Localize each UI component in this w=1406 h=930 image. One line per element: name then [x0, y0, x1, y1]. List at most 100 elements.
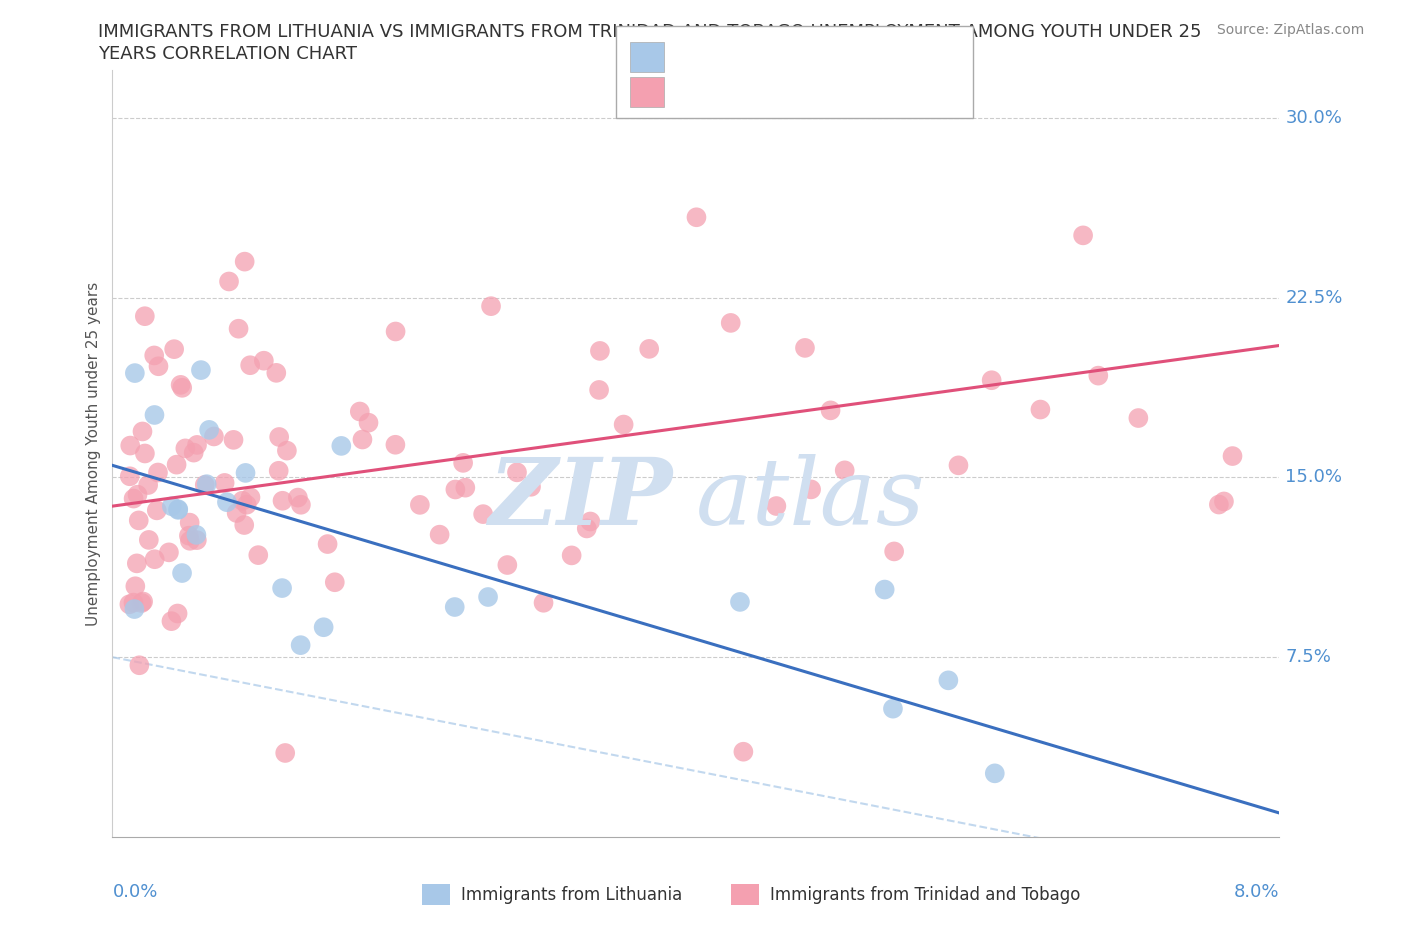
Point: [128, 513, 150, 528]
Point: [186, 527, 208, 542]
Point: [170, 565, 193, 580]
Point: [290, 498, 312, 512]
Point: [172, 380, 194, 395]
Point: [1029, 402, 1052, 417]
Point: [1087, 368, 1109, 383]
Point: [160, 498, 183, 513]
Point: [128, 658, 150, 672]
Point: [613, 418, 636, 432]
Point: [316, 537, 339, 551]
Point: [166, 606, 188, 621]
Point: [384, 324, 406, 339]
Point: [131, 595, 153, 610]
Point: [312, 619, 335, 634]
Point: [287, 490, 309, 505]
Point: [290, 638, 312, 653]
Point: [138, 533, 160, 548]
Point: [454, 480, 477, 495]
Text: atlas: atlas: [696, 455, 925, 544]
Point: [271, 493, 294, 508]
Point: [938, 673, 960, 688]
Point: [409, 498, 432, 512]
Point: [267, 463, 290, 478]
Text: R = -0.322   N =   24: R = -0.322 N = 24: [675, 47, 849, 66]
Point: [124, 365, 146, 380]
Point: [533, 595, 555, 610]
Point: [146, 465, 169, 480]
Y-axis label: Unemployment Among Youth under 25 years: Unemployment Among Youth under 25 years: [86, 281, 101, 626]
Point: [266, 365, 288, 380]
Text: R =   0.182   N = 102: R = 0.182 N = 102: [675, 83, 853, 101]
Point: [948, 458, 970, 472]
Point: [233, 254, 256, 269]
Point: [588, 382, 610, 397]
Point: [194, 477, 217, 492]
Point: [834, 463, 856, 478]
Point: [352, 432, 374, 447]
Point: [1208, 498, 1230, 512]
Point: [120, 438, 142, 453]
Point: [186, 437, 208, 452]
Point: [160, 614, 183, 629]
Point: [163, 341, 186, 356]
Text: 30.0%: 30.0%: [1285, 109, 1343, 126]
Point: [1222, 448, 1244, 463]
Point: [429, 527, 451, 542]
Point: [330, 438, 353, 453]
Point: [720, 315, 742, 330]
Point: [218, 274, 240, 289]
Text: YEARS CORRELATION CHART: YEARS CORRELATION CHART: [98, 45, 357, 62]
Point: [472, 507, 495, 522]
Point: [638, 341, 661, 356]
Point: [451, 456, 474, 471]
Point: [276, 444, 298, 458]
Point: [443, 600, 465, 615]
Point: [174, 441, 197, 456]
Point: [225, 506, 247, 521]
Point: [477, 590, 499, 604]
Point: [561, 548, 583, 563]
Point: [575, 521, 598, 536]
Point: [253, 353, 276, 368]
Point: [134, 309, 156, 324]
Point: [820, 403, 842, 418]
Point: [274, 746, 297, 761]
Point: [496, 558, 519, 573]
Point: [143, 407, 166, 422]
Point: [444, 482, 467, 497]
Text: 22.5%: 22.5%: [1285, 288, 1343, 307]
Point: [728, 594, 751, 609]
Point: [118, 597, 141, 612]
Text: 7.5%: 7.5%: [1285, 648, 1331, 666]
Point: [183, 445, 205, 460]
Point: [233, 518, 256, 533]
Point: [271, 580, 294, 595]
Point: [235, 466, 257, 481]
Point: [179, 515, 201, 530]
Point: [118, 469, 141, 484]
Point: [167, 502, 190, 517]
Text: 15.0%: 15.0%: [1285, 469, 1343, 486]
Point: [131, 424, 153, 439]
Point: [167, 502, 190, 517]
Point: [166, 458, 188, 472]
Text: Source: ZipAtlas.com: Source: ZipAtlas.com: [1216, 23, 1364, 37]
Point: [134, 446, 156, 461]
Point: [685, 210, 707, 225]
Point: [765, 498, 787, 513]
Point: [882, 701, 904, 716]
Point: [579, 514, 602, 529]
Point: [157, 545, 180, 560]
Point: [198, 422, 221, 437]
Point: [247, 548, 270, 563]
Point: [143, 551, 166, 566]
Point: [384, 437, 406, 452]
Point: [148, 359, 170, 374]
Point: [520, 479, 543, 494]
Point: [127, 487, 149, 502]
Point: [323, 575, 346, 590]
Point: [794, 340, 817, 355]
Point: [122, 595, 145, 610]
Point: [357, 416, 380, 431]
Point: [222, 432, 245, 447]
